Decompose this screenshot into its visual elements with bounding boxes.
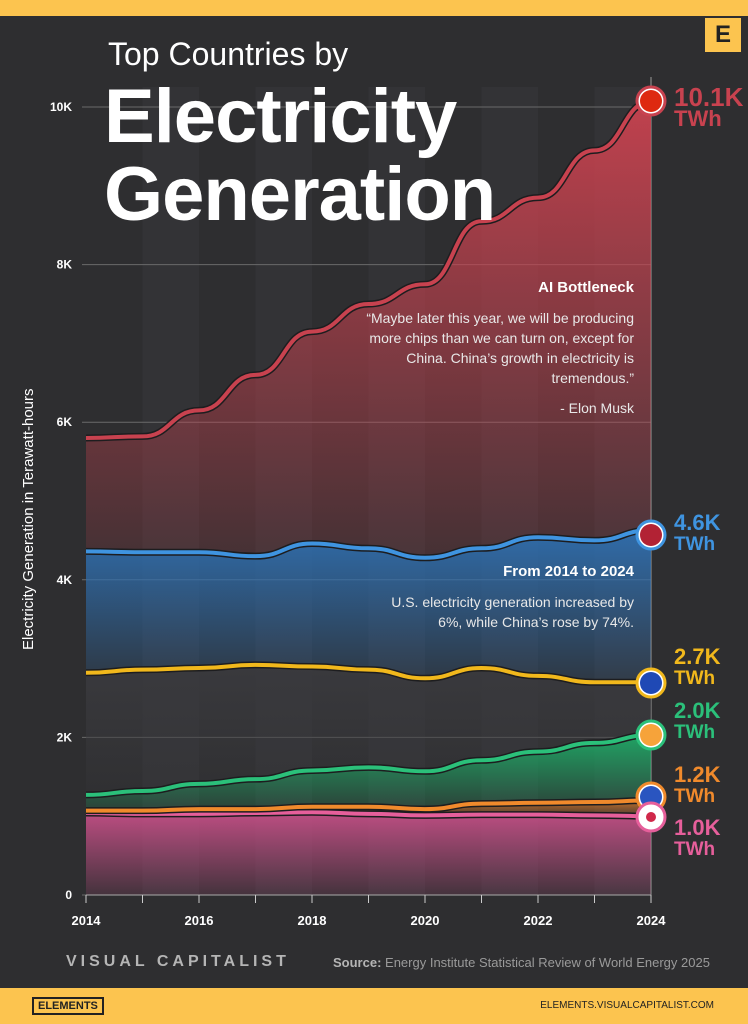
value-label-china: 10.1K TWh <box>674 82 744 131</box>
area-united-states <box>86 530 651 683</box>
us-flag-fill <box>640 524 662 546</box>
unit-label: TWh <box>674 722 716 743</box>
ai-annotation-author: - Elon Musk <box>560 400 634 416</box>
value-label: 4.6K <box>674 510 721 535</box>
x-tick-label: 2022 <box>524 913 553 928</box>
elements-badge: ELEMENTS <box>32 997 104 1015</box>
area-china <box>86 101 651 558</box>
x-tick-label: 2020 <box>411 913 440 928</box>
value-label-japan: 1.0K TWh <box>674 817 720 861</box>
china-flag-fill <box>640 90 662 112</box>
ai-annotation-quote: “Maybe later this year, we will be produ… <box>366 310 634 386</box>
y-tick-label: 2K <box>57 730 73 744</box>
unit-label: TWh <box>674 106 722 131</box>
source-text: Energy Institute Statistical Review of W… <box>385 955 710 970</box>
y-tick-label: 8K <box>57 258 73 272</box>
source-label: Source: <box>333 955 382 970</box>
value-label-european-union: 2.7K TWh <box>674 646 720 690</box>
x-tick-label: 2018 <box>298 913 327 928</box>
value-label-united-states: 4.6K TWh <box>674 512 720 556</box>
area-japan <box>86 812 651 895</box>
line-japan <box>85 810 652 819</box>
title-line1: Top Countries by <box>108 36 349 72</box>
elements-logo: E <box>705 18 741 52</box>
top-bar <box>0 0 748 16</box>
ai-annotation: AI Bottleneck “Maybe later this year, we… <box>334 278 634 418</box>
value-label: 1.0K <box>674 815 721 840</box>
y-tick-label: 0 <box>65 888 72 902</box>
value-label: 1.2K <box>674 762 721 787</box>
russia-flag-fill <box>640 786 662 808</box>
line-india <box>85 733 652 797</box>
title-line2: Electricity <box>104 74 457 159</box>
value-label-russia: 1.2K TWh <box>674 764 720 808</box>
unit-label: TWh <box>674 534 716 555</box>
india-flag-fill <box>640 724 662 746</box>
source: Source: Energy Institute Statistical Rev… <box>333 955 710 970</box>
line-china <box>85 99 652 440</box>
value-label-india: 2.0K TWh <box>674 700 720 744</box>
title-main: Electricity Generation <box>104 74 496 237</box>
footer-url[interactable]: ELEMENTS.VISUALCAPITALIST.COM <box>540 1000 714 1011</box>
value-label: 2.0K <box>674 698 721 723</box>
visual-capitalist-logo: VISUAL CAPITALIST <box>66 953 290 970</box>
us-annotation: From 2014 to 2024 U.S. electricity gener… <box>364 562 634 632</box>
line-european-union <box>85 662 651 685</box>
us-annotation-text: U.S. electricity generation increased by… <box>391 594 634 630</box>
y-tick-label: 6K <box>57 415 73 429</box>
x-tick-label: 2014 <box>72 913 102 928</box>
ai-annotation-title: AI Bottleneck <box>538 279 634 296</box>
value-label: 10.1K <box>674 82 744 112</box>
unit-label: TWh <box>674 668 716 689</box>
area-european-union <box>86 664 651 795</box>
footer-bar <box>0 988 748 1024</box>
japan-flag-dot <box>646 812 656 822</box>
eu-flag-fill <box>640 672 662 694</box>
us-annotation-title: From 2014 to 2024 <box>503 563 634 580</box>
unit-label: TWh <box>674 839 716 860</box>
x-tick-label: 2016 <box>185 913 214 928</box>
y-tick-label: 10K <box>50 100 72 114</box>
title-line3: Generation <box>104 152 496 237</box>
area-india <box>86 735 651 811</box>
y-axis-label: Electricity Generation in Terawatt-hours <box>20 388 37 650</box>
line-russia <box>86 798 652 813</box>
line-united-states <box>85 528 652 560</box>
x-tick-label: 2024 <box>637 913 667 928</box>
value-label: 2.7K <box>674 644 721 669</box>
y-tick-label: 4K <box>57 573 73 587</box>
unit-label: TWh <box>674 786 716 807</box>
